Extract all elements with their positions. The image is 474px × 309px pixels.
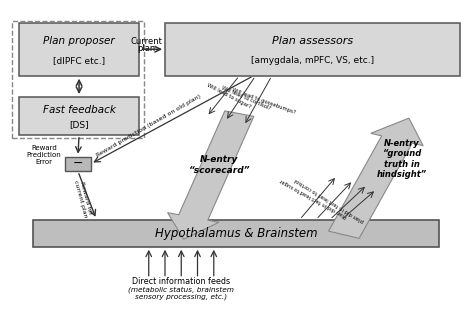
Text: Plan proposer: Plan proposer xyxy=(43,36,115,46)
Text: Plan did in fact lead to sugar: Plan did in fact lead to sugar xyxy=(279,177,348,218)
Text: Direct information feeds: Direct information feeds xyxy=(132,277,230,286)
Text: [amygdala, mPFC, VS, etc.]: [amygdala, mPFC, VS, etc.] xyxy=(251,57,374,66)
Text: (metabolic status, brainstem: (metabolic status, brainstem xyxy=(128,286,234,293)
Bar xyxy=(12,21,144,138)
Text: Fast feedback: Fast feedback xyxy=(43,105,116,115)
Text: Hypothalamus & Brainstem: Hypothalamus & Brainstem xyxy=(155,227,317,240)
Text: Reward prediction (based on old plan): Reward prediction (based on old plan) xyxy=(96,94,202,158)
Text: Will lead to sugar?: Will lead to sugar? xyxy=(206,83,252,110)
Text: Plan assessors: Plan assessors xyxy=(272,36,353,46)
Text: −: − xyxy=(73,157,83,170)
Text: [DS]: [DS] xyxy=(69,120,89,129)
Text: N-entry
“scorecard”: N-entry “scorecard” xyxy=(189,155,250,175)
Bar xyxy=(33,220,439,247)
Text: Will lead to cortisol?: Will lead to cortisol? xyxy=(221,86,272,111)
Text: plan did in fact lead to cortisol: plan did in fact lead to cortisol xyxy=(294,177,365,223)
FancyArrow shape xyxy=(168,111,254,239)
Text: N-entry
“ground
truth in
hindsight”: N-entry “ground truth in hindsight” xyxy=(377,139,427,179)
Text: Current: Current xyxy=(130,37,163,46)
Text: sensory processing, etc.): sensory processing, etc.) xyxy=(135,294,228,300)
Bar xyxy=(165,23,460,76)
Text: Reward
Prediction
Error: Reward Prediction Error xyxy=(27,145,62,165)
Text: Will lead to goosebumps?: Will lead to goosebumps? xyxy=(231,87,296,115)
Bar xyxy=(18,23,139,76)
Bar xyxy=(18,97,139,135)
Bar xyxy=(65,157,91,171)
Text: Reward for
current plan: Reward for current plan xyxy=(73,178,94,218)
Text: plan: plan xyxy=(137,44,155,53)
Text: [dlPFC etc.]: [dlPFC etc.] xyxy=(53,57,105,66)
FancyArrow shape xyxy=(328,118,423,238)
